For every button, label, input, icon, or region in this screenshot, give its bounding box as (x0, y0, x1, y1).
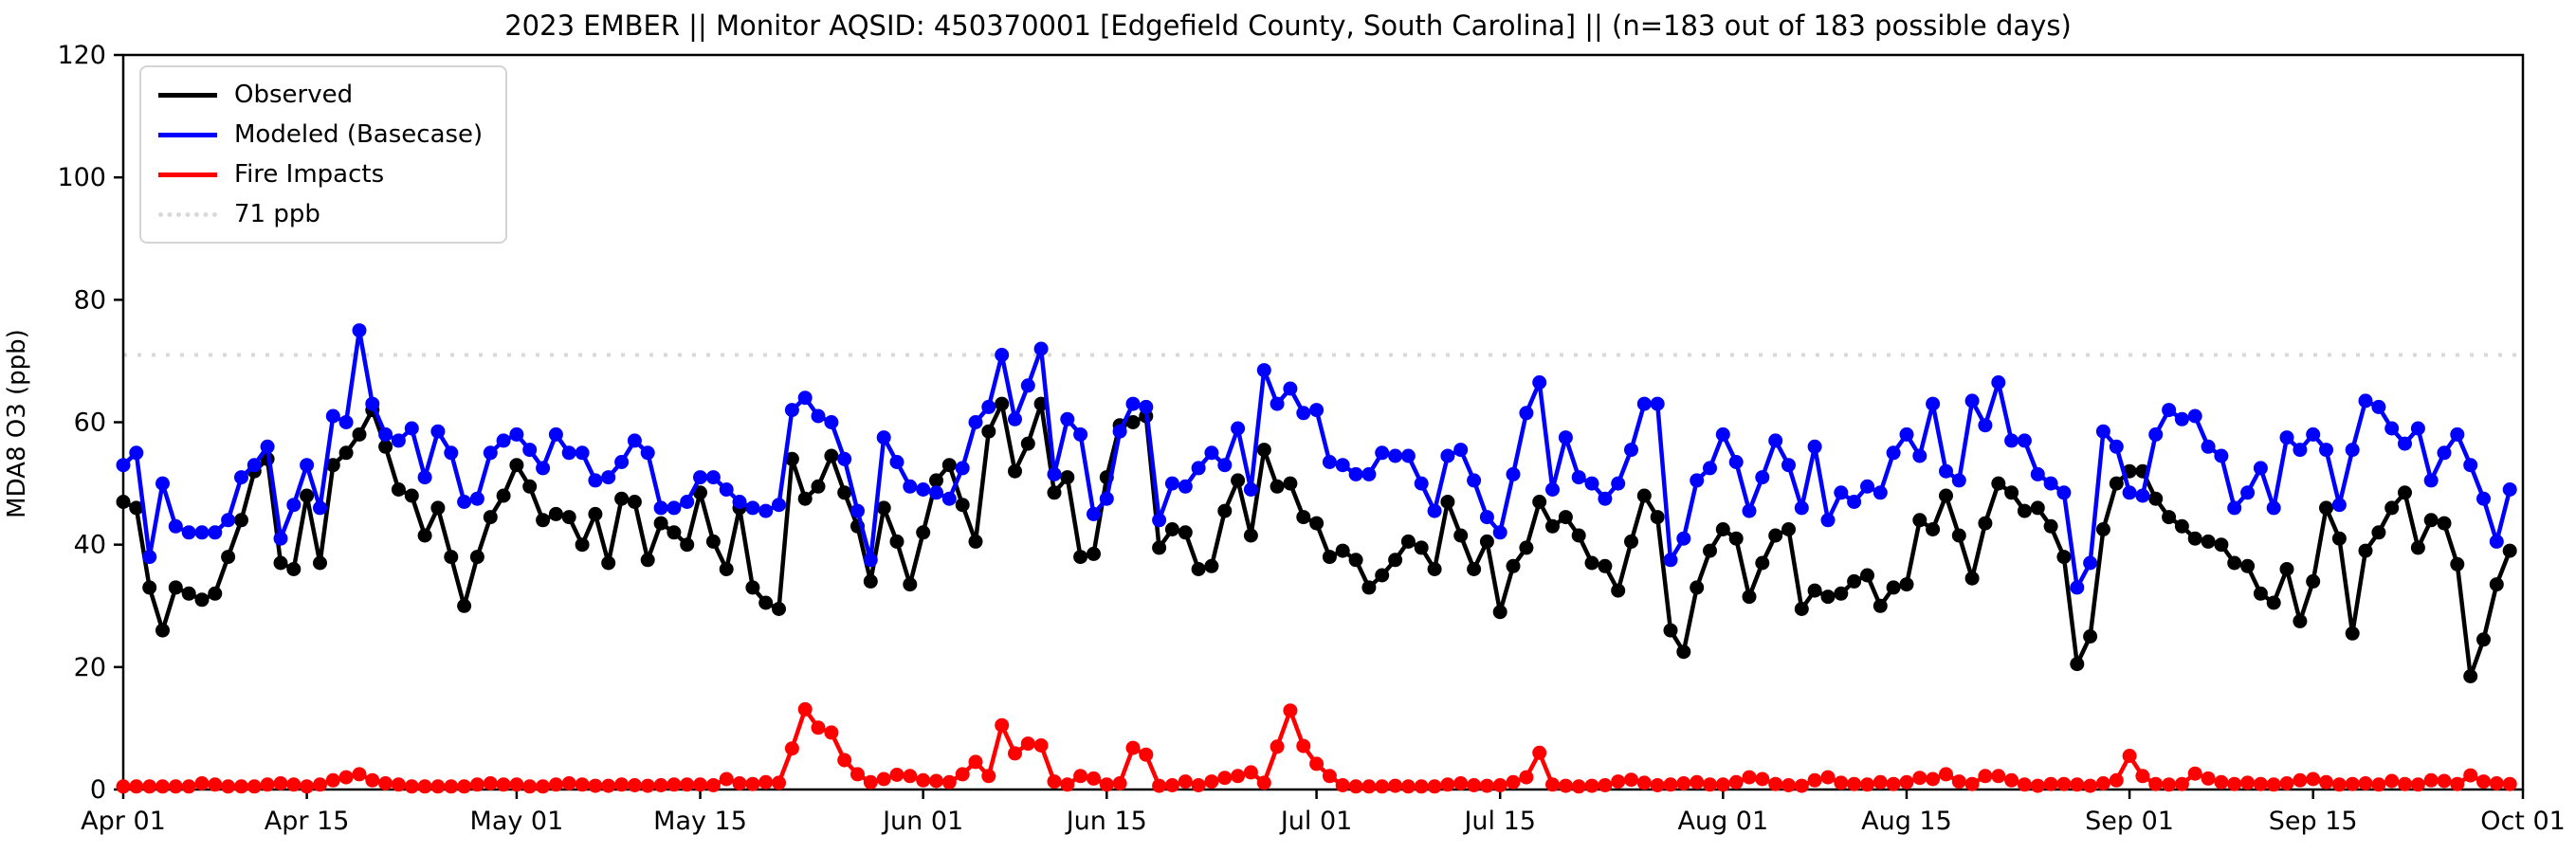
legend-label: Modeled (Basecase) (234, 120, 484, 149)
svg-text:May 01: May 01 (470, 807, 564, 836)
threshold-line-swatch (158, 211, 217, 217)
svg-text:Jul 15: Jul 15 (1462, 807, 1536, 836)
legend-item-fire: Fire Impacts (158, 158, 483, 191)
fire-line-swatch (158, 172, 217, 177)
svg-text:60: 60 (74, 408, 106, 438)
svg-text:Apr 15: Apr 15 (265, 807, 350, 836)
x-axis-ticks: Apr 01 Apr 15 May 01 May 15 Jun 01 Jun 15 Jul … (81, 789, 2566, 836)
svg-text:Jun 01: Jun 01 (881, 807, 963, 836)
legend-item-modeled: Modeled (Basecase) (158, 118, 483, 151)
series-modeled-basecase-line (116, 323, 2517, 595)
svg-text:120: 120 (57, 41, 106, 70)
svg-text:Jul 01: Jul 01 (1279, 807, 1353, 836)
observed-line-swatch (158, 92, 217, 98)
svg-text:100: 100 (57, 163, 106, 192)
y-axis-label: MDA8 O3 (ppb) (3, 329, 31, 518)
legend-label: Fire Impacts (234, 160, 385, 189)
legend-label: 71 ppb (234, 200, 320, 228)
legend-label: Observed (234, 81, 354, 109)
svg-text:Jun 15: Jun 15 (1065, 807, 1147, 836)
svg-text:80: 80 (74, 285, 106, 315)
svg-text:Sep 01: Sep 01 (2085, 807, 2174, 836)
svg-text:May 15: May 15 (653, 807, 747, 836)
chart-title: 2023 EMBER || Monitor AQSID: 450370001 [… (504, 9, 2072, 42)
y-axis-ticks: 0 20 40 60 80 100 120 (57, 41, 123, 805)
svg-text:0: 0 (90, 775, 106, 805)
legend-item-threshold: 71 ppb (158, 198, 483, 230)
legend-item-observed: Observed (158, 79, 483, 111)
legend: Observed Modeled (Basecase) Fire Impacts… (139, 65, 508, 244)
series-fire-impacts-line (116, 701, 2517, 794)
svg-text:Sep 15: Sep 15 (2269, 807, 2358, 836)
svg-text:Apr 01: Apr 01 (81, 807, 166, 836)
svg-text:Aug 01: Aug 01 (1677, 807, 1768, 836)
svg-text:20: 20 (74, 653, 106, 682)
svg-text:Oct 01: Oct 01 (2480, 807, 2566, 836)
svg-text:Aug 15: Aug 15 (1861, 807, 1952, 836)
modeled-line-swatch (158, 132, 217, 137)
series-observed-line (116, 396, 2517, 683)
svg-text:40: 40 (74, 531, 106, 560)
